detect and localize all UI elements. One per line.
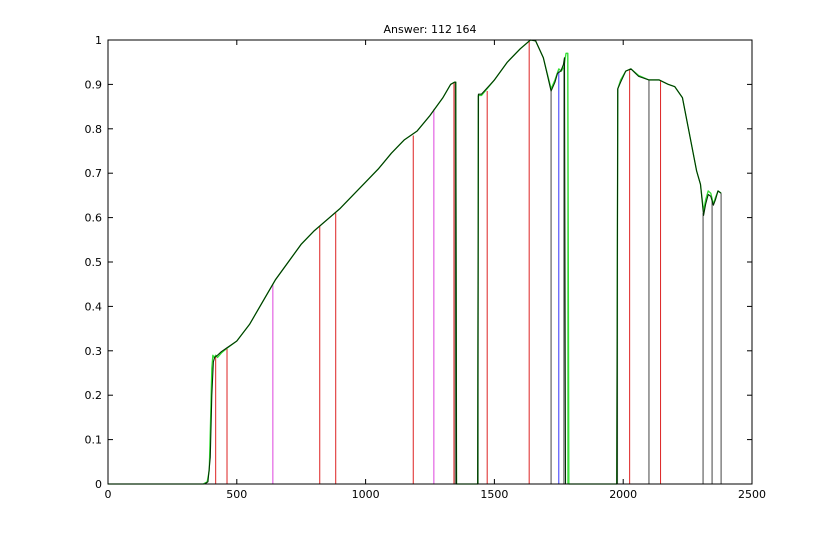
y-tick-label-0.5: 0.5 — [85, 256, 103, 269]
x-tick-label-500: 500 — [226, 488, 247, 501]
y-tick-label-0.2: 0.2 — [85, 389, 103, 402]
x-tick-label-1000: 1000 — [352, 488, 380, 501]
y-tick-label-0.9: 0.9 — [85, 78, 103, 91]
y-tick-label-0.1: 0.1 — [85, 434, 103, 447]
x-tick-label-0: 0 — [105, 488, 112, 501]
x-tick-label-1500: 1500 — [480, 488, 508, 501]
plot-data-layer — [108, 39, 722, 485]
axes-layer: 0 500 1000 1500 2000 2500 0 0.1 0.2 0.3 0.4 0.5 0.6 0… — [85, 34, 767, 501]
y-tick-label-0.7: 0.7 — [85, 167, 103, 180]
y-tick-label-0.4: 0.4 — [85, 300, 103, 313]
series-line-2-segment-1 — [108, 39, 722, 485]
y-tick-label-0.8: 0.8 — [85, 123, 103, 136]
x-tick-label-2000: 2000 — [609, 488, 637, 501]
chart-title: Answer: 112 164 — [383, 23, 476, 36]
y-tick-label-0: 0 — [95, 478, 102, 491]
y-tick-label-1: 1 — [95, 34, 102, 47]
y-tick-label-0.3: 0.3 — [85, 345, 103, 358]
x-tick-label-2500: 2500 — [738, 488, 766, 501]
y-tick-label-0.6: 0.6 — [85, 212, 103, 225]
